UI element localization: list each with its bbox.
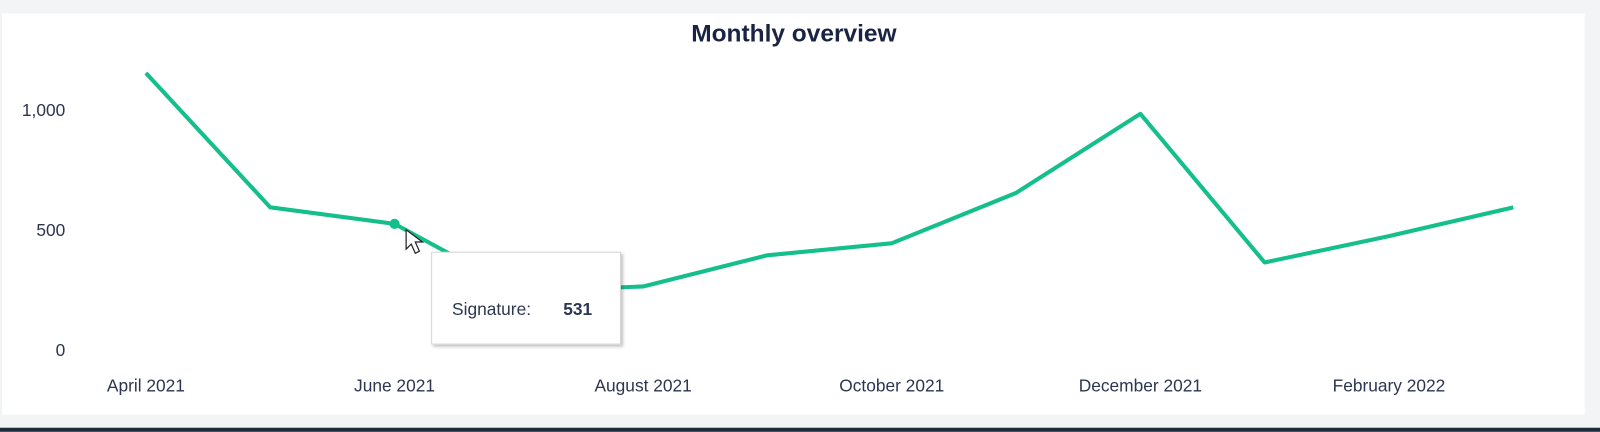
x-tick-label: April 2021 xyxy=(107,375,185,395)
tooltip: Signature: 531 xyxy=(431,251,621,345)
bottom-bar xyxy=(0,427,1600,432)
x-tick-label: December 2021 xyxy=(1079,375,1202,395)
card xyxy=(2,13,1585,415)
hover-point xyxy=(389,218,400,229)
plot-area: 0 500 1,000 April 2021 June 2021 August 2021 O… xyxy=(22,71,1514,395)
cursor xyxy=(405,228,425,255)
y-tick-label: 0 xyxy=(56,340,66,360)
x-tick-label: October 2021 xyxy=(839,375,944,395)
x-tick-label: June 2021 xyxy=(354,375,435,395)
tooltip-box xyxy=(431,251,621,345)
tooltip-label: Signature: xyxy=(452,299,531,319)
y-tick-label: 1,000 xyxy=(22,100,65,120)
y-tick-label: 500 xyxy=(36,220,65,240)
x-tick-label: August 2021 xyxy=(594,375,691,395)
x-tick-label: February 2022 xyxy=(1333,375,1446,395)
chart-title: Monthly overview xyxy=(691,20,897,47)
tooltip-value: 531 xyxy=(563,299,592,319)
line xyxy=(144,71,1514,294)
